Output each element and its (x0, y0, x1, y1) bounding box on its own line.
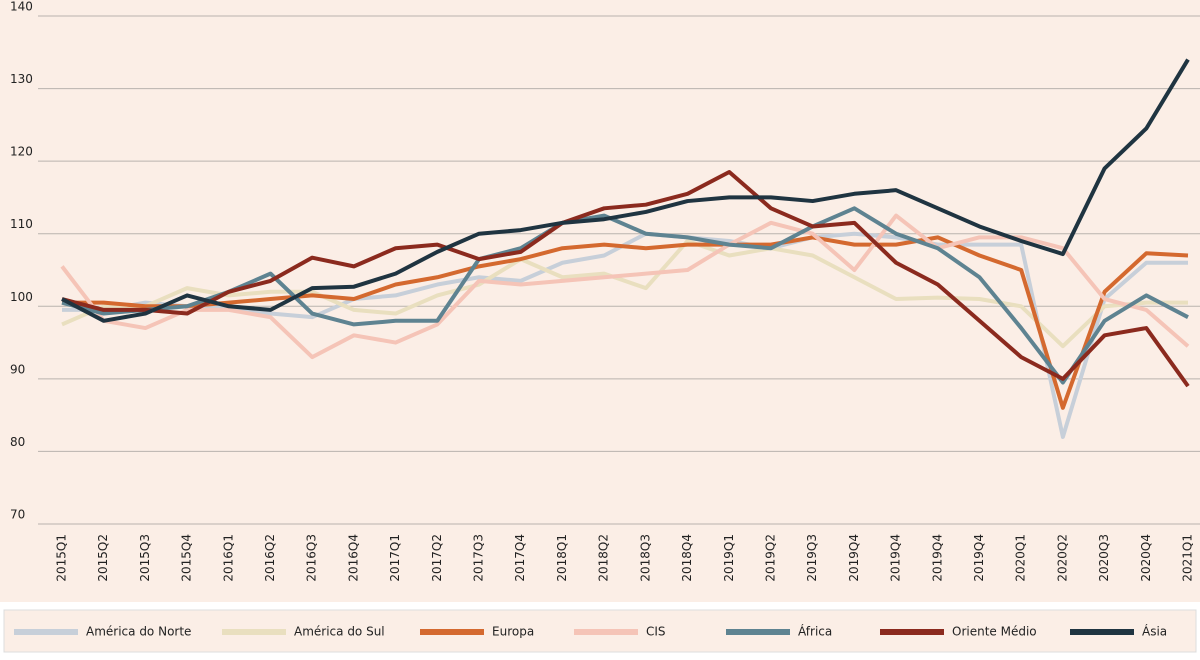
x-tick-label: 2020Q3 (1097, 534, 1111, 582)
y-tick-label: 90 (10, 362, 25, 376)
x-tick-label: 2016Q1 (221, 534, 235, 582)
legend-label: América do Sul (294, 625, 385, 639)
x-tick-label: 2019Q2 (763, 534, 777, 582)
series-line (62, 235, 1189, 410)
y-tick-label: 100 (10, 290, 33, 304)
y-tick-label: 140 (10, 0, 33, 14)
series-line (61, 206, 1189, 385)
x-tick-label: 2017Q4 (513, 534, 527, 582)
x-tick-label: 2020Q1 (1014, 534, 1028, 582)
x-tick-label: 2015Q1 (55, 534, 69, 582)
legend-label: Ásia (1142, 624, 1167, 639)
plot-background (0, 0, 1200, 602)
series-line (61, 170, 1190, 388)
legend-label: Oriente Médio (952, 625, 1037, 639)
legend-label: CIS (646, 625, 666, 639)
x-tick-label: 2016Q2 (263, 534, 277, 582)
y-tick-label: 110 (10, 217, 33, 231)
x-tick-label: 2015Q4 (180, 534, 194, 582)
x-tick-label: 2020Q4 (1139, 534, 1153, 582)
x-tick-label: 2015Q3 (138, 534, 152, 582)
x-tick-label: 2018Q3 (638, 534, 652, 582)
x-tick-label: 2019Q4 (889, 534, 903, 582)
x-tick-label: 2019Q4 (847, 534, 861, 582)
legend-label: Europa (492, 625, 534, 639)
x-tick-label: 2016Q4 (346, 534, 360, 582)
y-tick-label: 80 (10, 435, 25, 449)
series-line (61, 58, 1190, 323)
x-tick-label: 2019Q1 (722, 534, 736, 582)
x-tick-label: 2017Q1 (388, 534, 402, 582)
series-line (60, 213, 1190, 360)
x-tick-label: 2018Q1 (555, 534, 569, 582)
y-tick-label: 70 (10, 508, 25, 522)
y-tick-label: 130 (10, 72, 33, 86)
x-tick-label: 2018Q2 (597, 534, 611, 582)
x-tick-label: 2020Q2 (1055, 534, 1069, 582)
x-tick-label: 2021Q1 (1181, 534, 1195, 582)
x-tick-label: 2019Q4 (972, 534, 986, 582)
x-tick-label: 2015Q2 (96, 534, 110, 582)
y-tick-label: 120 (10, 145, 33, 159)
x-tick-label: 2018Q4 (680, 534, 694, 582)
x-tick-label: 2019Q3 (805, 534, 819, 582)
x-tick-label: 2016Q3 (305, 534, 319, 582)
x-tick-label: 2017Q2 (430, 534, 444, 582)
x-tick-label: 2017Q3 (472, 534, 486, 582)
legend-label: África (798, 624, 832, 639)
legend-label: América do Norte (86, 625, 191, 639)
x-tick-label: 2019Q4 (930, 534, 944, 582)
